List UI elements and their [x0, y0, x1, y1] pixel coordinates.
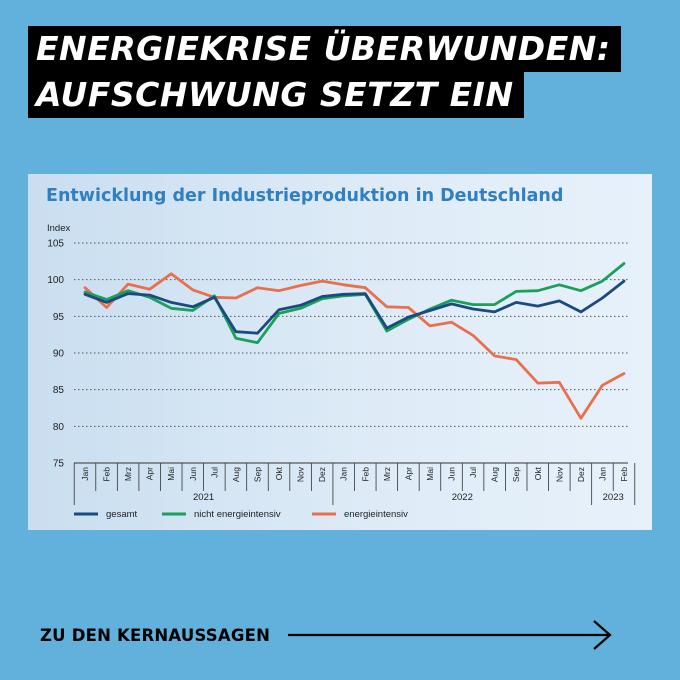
legend-label: gesamt: [106, 509, 138, 520]
x-tick-label: Mrz: [382, 467, 392, 481]
x-tick-label: Jan: [80, 467, 90, 481]
y-tick-label: 75: [53, 459, 65, 470]
x-tick-label: Jan: [597, 467, 607, 481]
series-line-gesamt: [83, 279, 626, 335]
y-tick-label: 95: [53, 312, 65, 323]
x-tick-label: Apr: [403, 467, 413, 480]
chart-title: Entwicklung der Industrieproduktion in D…: [46, 186, 564, 206]
series-line-energieintensiv: [83, 272, 626, 420]
x-tick-label: Feb: [102, 467, 112, 482]
x-tick-label: Feb: [360, 467, 370, 482]
headline-line-1: ENERGIEKRISE ÜBERWUNDEN:: [28, 26, 621, 72]
legend-label: energieintensiv: [344, 509, 408, 520]
chart-card: Entwicklung der Industrieproduktion in D…: [28, 174, 652, 530]
headline-line-2: AUFSCHWUNG SETZT EIN: [28, 72, 524, 118]
x-tick-label: Aug: [490, 467, 500, 482]
x-tick-label: Sep: [511, 467, 521, 482]
x-tick-label: Nov: [296, 466, 306, 482]
x-tick-label: Dez: [317, 467, 327, 482]
y-tick-label: 90: [53, 349, 65, 360]
x-tick-label: Jun: [188, 467, 198, 481]
y-tick-label: 105: [47, 239, 64, 250]
cta-label: ZU DEN KERNAUSSAGEN: [40, 625, 271, 645]
year-label: 2023: [603, 492, 624, 503]
x-tick-label: Mai: [425, 467, 435, 481]
year-label: 2022: [452, 492, 473, 503]
long-arrow-right-icon: [288, 620, 612, 650]
y-tick-label: 85: [53, 385, 65, 396]
x-tick-label: Sep: [252, 467, 262, 482]
x-tick-label: Mai: [166, 467, 176, 481]
y-tick-label: 100: [47, 275, 64, 286]
x-tick-label: Mrz: [123, 467, 133, 481]
x-tick-label: Okt: [274, 466, 284, 480]
x-tick-label: Jul: [468, 467, 478, 478]
x-tick-label: Jan: [339, 467, 349, 481]
year-label: 2021: [193, 492, 214, 503]
series-line-nicht-energieintensiv: [83, 262, 626, 345]
x-tick-label: Dez: [576, 467, 586, 482]
x-tick-label: Apr: [145, 467, 155, 480]
y-axis-label: Index: [47, 223, 70, 234]
x-tick-label: Feb: [619, 467, 629, 482]
line-chart: Index 75 80 85 90 95 100 105 Jan Feb Mrz Apr Mai Jun J…: [47, 223, 636, 520]
headline: ENERGIEKRISE ÜBERWUNDEN: AUFSCHWUNG SETZ…: [28, 26, 621, 118]
x-tick-label: Okt: [533, 466, 543, 480]
kernaussagen-link[interactable]: ZU DEN KERNAUSSAGEN: [40, 620, 614, 650]
x-tick-label: Nov: [554, 466, 564, 482]
x-tick-label: Jun: [447, 467, 457, 481]
y-tick-label: 80: [53, 422, 65, 433]
x-tick-label: Aug: [231, 467, 241, 482]
legend-label: nicht energieintensiv: [194, 509, 281, 520]
x-tick-label: Jul: [209, 467, 219, 478]
